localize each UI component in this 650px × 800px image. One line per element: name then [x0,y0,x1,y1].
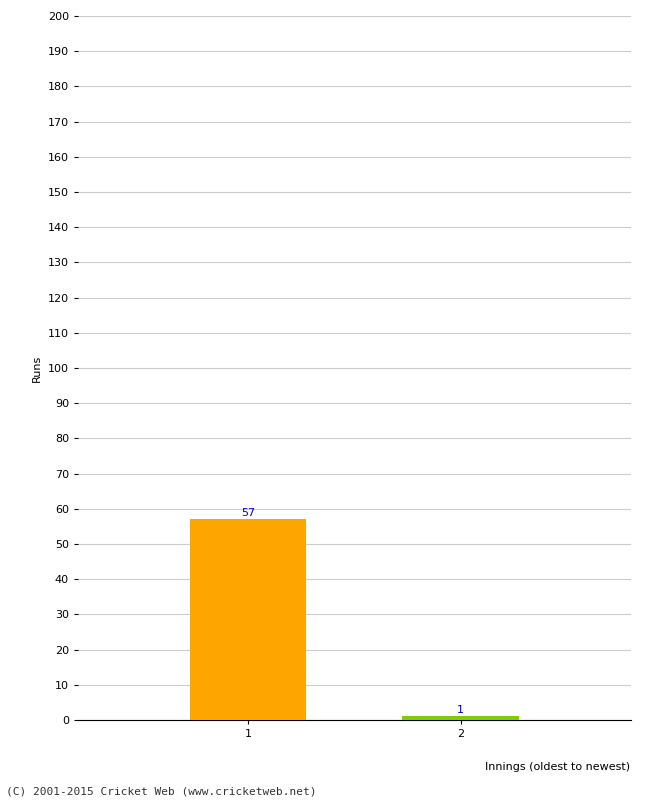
Text: (C) 2001-2015 Cricket Web (www.cricketweb.net): (C) 2001-2015 Cricket Web (www.cricketwe… [6,786,317,796]
Text: 57: 57 [241,508,255,518]
Text: Innings (oldest to newest): Innings (oldest to newest) [486,762,630,772]
Bar [402,717,519,720]
Text: 1: 1 [457,705,464,714]
Y-axis label: Runs: Runs [32,354,42,382]
Bar [190,519,306,720]
